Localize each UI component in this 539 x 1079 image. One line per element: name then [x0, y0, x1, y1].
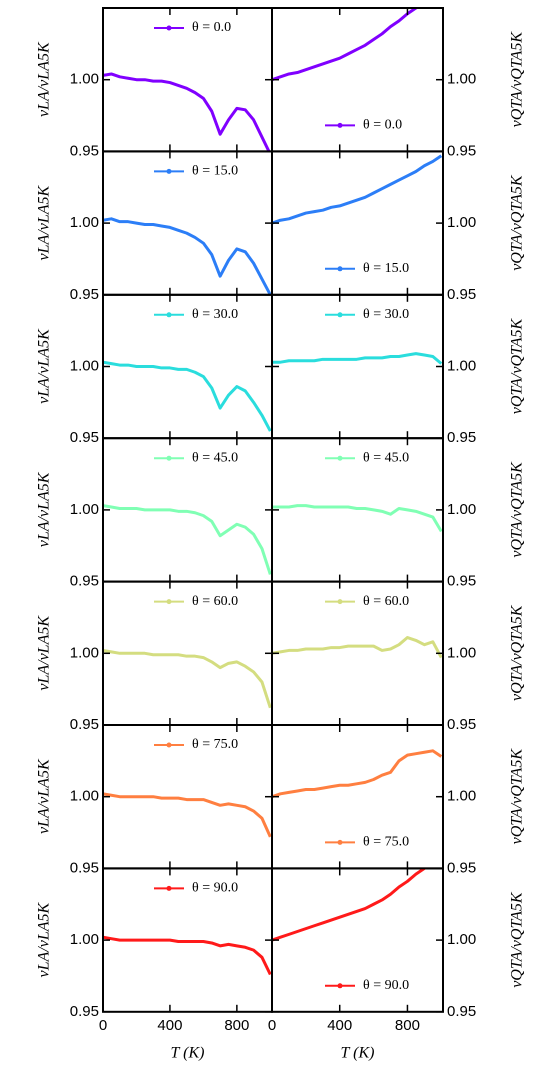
legend-label: θ = 45.0 [363, 450, 409, 465]
legend-marker [337, 122, 343, 128]
y-tick-label: 1.00 [447, 501, 476, 518]
data-line [103, 792, 272, 838]
y-tick-label: 0.95 [447, 429, 476, 446]
x-tick-label: 800 [395, 1017, 420, 1034]
y-tick-label: 0.95 [447, 1003, 476, 1020]
y-tick-label: 1.00 [447, 931, 476, 948]
legend-marker [166, 885, 172, 891]
y-axis-label: vLA/vLA5K [36, 41, 53, 117]
y-tick-label: 1.00 [447, 644, 476, 661]
y-tick-label: 1.00 [70, 788, 99, 805]
x-axis-label: T (K) [341, 1044, 375, 1061]
x-axis-label: T (K) [171, 1044, 205, 1061]
legend-label: θ = 60.0 [363, 594, 409, 609]
legend-label: θ = 30.0 [192, 307, 238, 322]
data-line [272, 8, 420, 82]
x-tick-label: 0 [268, 1017, 276, 1034]
y-tick-label: 0.95 [70, 142, 99, 159]
legend-label: θ = 75.0 [363, 835, 409, 850]
y-tick-label: 0.95 [70, 573, 99, 590]
legend-marker [337, 266, 343, 272]
y-tick-label: 0.95 [70, 286, 99, 303]
y-tick-label: 1.00 [447, 788, 476, 805]
y-tick-label: 1.00 [447, 214, 476, 231]
y-axis-label: vQTA/vQTA5K [509, 604, 526, 701]
data-line [272, 868, 428, 942]
legend-marker [337, 839, 343, 845]
y-tick-label: 0.95 [447, 859, 476, 876]
panel-frame [271, 724, 444, 870]
legend-marker [337, 312, 343, 318]
data-line [103, 504, 272, 575]
legend-marker [337, 455, 343, 461]
data-line [272, 154, 443, 225]
legend-label: θ = 90.0 [192, 881, 238, 896]
data-line [272, 504, 443, 533]
data-line [272, 636, 443, 659]
legend-label: θ = 0.0 [363, 118, 402, 133]
y-tick-label: 0.95 [447, 573, 476, 590]
y-tick-label: 0.95 [70, 716, 99, 733]
y-axis-label: vQTA/vQTA5K [509, 174, 526, 271]
data-line [103, 935, 272, 976]
data-line [103, 217, 272, 295]
y-tick-label: 0.95 [70, 1003, 99, 1020]
y-axis-label: vLA/vLA5K [36, 901, 53, 977]
legend-label: θ = 45.0 [192, 450, 238, 465]
legend-marker [166, 168, 172, 174]
legend-marker [337, 599, 343, 605]
panel-frame [271, 7, 444, 153]
x-tick-label: 400 [157, 1017, 182, 1034]
y-tick-label: 1.00 [70, 501, 99, 518]
legend-marker [166, 312, 172, 318]
y-axis-label: vQTA/vQTA5K [509, 461, 526, 558]
y-axis-label: vQTA/vQTA5K [509, 748, 526, 845]
legend-marker [166, 599, 172, 605]
legend-marker [166, 455, 172, 461]
data-line [272, 749, 443, 799]
legend-label: θ = 60.0 [192, 594, 238, 609]
y-axis-label: vLA/vLA5K [36, 615, 53, 691]
y-tick-label: 1.00 [70, 71, 99, 88]
legend-label: θ = 30.0 [363, 307, 409, 322]
y-tick-label: 1.00 [70, 357, 99, 374]
y-tick-label: 0.95 [70, 429, 99, 446]
legend-label: θ = 0.0 [192, 20, 231, 35]
y-tick-label: 1.00 [70, 214, 99, 231]
x-tick-label: 800 [224, 1017, 249, 1034]
legend-marker [337, 983, 343, 989]
y-axis-label: vQTA/vQTA5K [509, 891, 526, 988]
x-tick-label: 400 [327, 1017, 352, 1034]
legend-marker [166, 742, 172, 748]
panel-frame [271, 867, 444, 1013]
y-tick-label: 1.00 [447, 71, 476, 88]
legend-label: θ = 75.0 [192, 737, 238, 752]
panel-frame [271, 580, 444, 726]
y-tick-label: 1.00 [70, 644, 99, 661]
y-tick-label: 0.95 [447, 286, 476, 303]
y-axis-label: vLA/vLA5K [36, 184, 53, 260]
legend-marker [166, 25, 172, 31]
data-line [272, 352, 443, 365]
y-axis-label: vLA/vLA5K [36, 471, 53, 547]
data-line [103, 360, 272, 432]
panel-frame [271, 293, 444, 440]
y-axis-label: vLA/vLA5K [36, 758, 53, 834]
x-tick-label: 0 [99, 1017, 107, 1034]
y-tick-label: 0.95 [447, 716, 476, 733]
data-line [103, 72, 271, 152]
legend-label: θ = 15.0 [363, 261, 409, 276]
data-line [103, 648, 272, 709]
y-tick-label: 1.00 [447, 357, 476, 374]
y-tick-label: 1.00 [70, 931, 99, 948]
legend-label: θ = 15.0 [192, 164, 238, 179]
y-axis-label: vQTA/vQTA5K [509, 317, 526, 414]
y-tick-label: 0.95 [70, 859, 99, 876]
panel-frame [271, 150, 444, 296]
y-tick-label: 0.95 [447, 142, 476, 159]
legend-label: θ = 90.0 [363, 978, 409, 993]
y-axis-label: vQTA/vQTA5K [509, 31, 526, 128]
y-axis-label: vLA/vLA5K [36, 328, 53, 404]
